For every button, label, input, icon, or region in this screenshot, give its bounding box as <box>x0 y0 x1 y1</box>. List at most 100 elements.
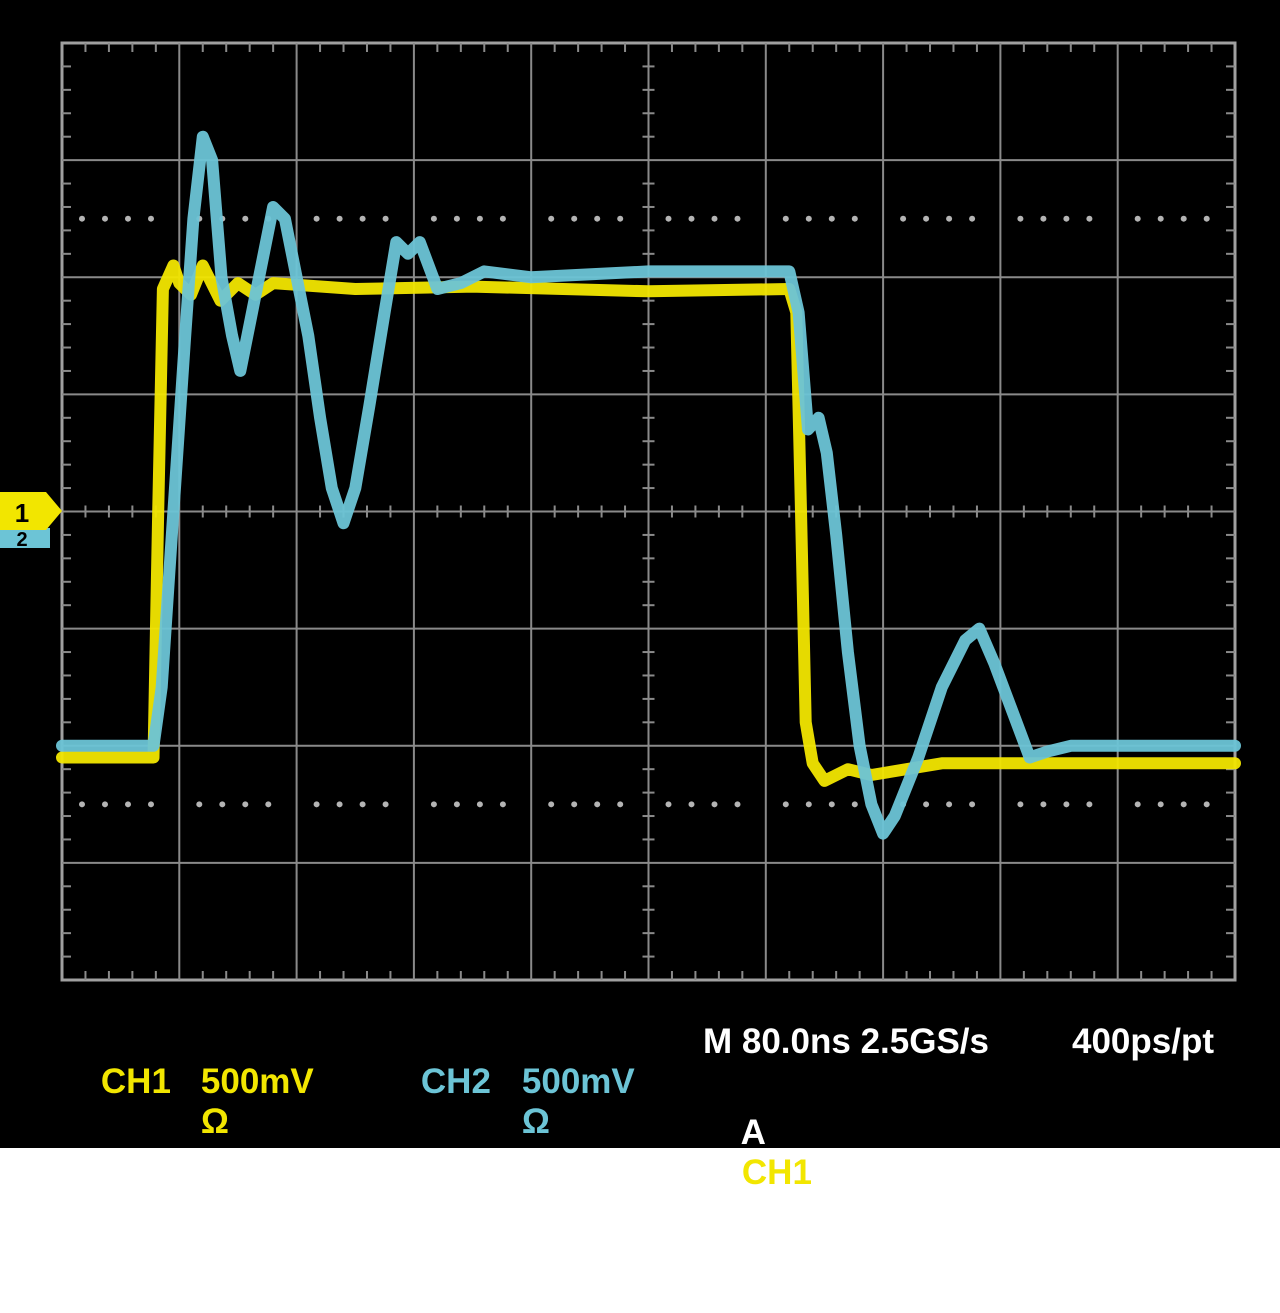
channel-1-ground-marker[interactable] <box>0 492 62 530</box>
ch2-coupling-ohm-icon: Ω <box>521 1102 550 1141</box>
reference-dot <box>1086 215 1093 222</box>
reference-dot <box>548 215 555 222</box>
reference-dot <box>313 215 320 222</box>
reference-dot <box>336 801 343 808</box>
reference-dot <box>219 801 226 808</box>
reference-dot <box>265 801 272 808</box>
reference-dot <box>242 215 249 222</box>
reference-dot <box>313 801 320 808</box>
reference-dot <box>805 215 812 222</box>
reference-dot <box>125 215 131 222</box>
reference-dot <box>1063 215 1070 222</box>
reference-dot <box>617 801 624 808</box>
reference-dot <box>102 215 108 222</box>
reference-dot <box>571 215 578 222</box>
reference-dot <box>805 801 812 808</box>
reference-dot <box>688 801 695 808</box>
ch2-settings[interactable]: CH2 <box>382 1022 491 1142</box>
reference-dot <box>851 215 858 222</box>
reference-dot <box>1134 801 1141 808</box>
reference-dot <box>665 215 672 222</box>
reference-dot <box>430 801 437 808</box>
rising-edge-icon <box>743 1198 780 1224</box>
reference-dot <box>430 215 437 222</box>
reference-dot <box>499 801 506 808</box>
reference-dot <box>969 215 976 222</box>
oscilloscope-screen: 2 1 CH1 500mV Ω CH2 500mV Ω M 80.0ns 2.5… <box>0 0 1280 1192</box>
reference-dot <box>1157 215 1164 222</box>
reference-dot <box>336 215 343 222</box>
reference-dot <box>1180 215 1187 222</box>
ch1-trace <box>56 259 1241 787</box>
reference-dot <box>828 215 835 222</box>
reference-dot <box>782 801 789 808</box>
trigger-source: CH1 <box>741 1153 812 1192</box>
reference-dot <box>734 801 741 808</box>
reference-dot <box>1180 801 1187 808</box>
reference-dot <box>476 801 483 808</box>
reference-dot <box>382 215 389 222</box>
ch1-coupling-ohm-icon: Ω <box>200 1102 229 1141</box>
reference-dot <box>79 215 85 222</box>
reference-dot <box>571 801 578 808</box>
reference-dot <box>946 215 953 222</box>
reference-dot <box>900 215 907 222</box>
reference-dot <box>102 801 108 808</box>
reference-dot <box>711 215 718 222</box>
reference-dot <box>1134 215 1141 222</box>
reference-dot <box>476 215 483 222</box>
channel-2-ground-marker[interactable] <box>0 528 50 548</box>
reference-dot <box>851 801 858 808</box>
reference-dot <box>242 801 249 808</box>
ch2-scale: 500mV <box>521 1062 635 1101</box>
trigger-level: –710mV <box>741 1233 875 1272</box>
reference-dot <box>617 215 624 222</box>
reference-dot <box>499 215 506 222</box>
reference-dot <box>1203 801 1210 808</box>
reference-dot <box>1203 215 1210 222</box>
graticule: 2 1 <box>0 41 1241 982</box>
reference-dot <box>453 215 460 222</box>
ch1-scale-readout[interactable]: 500mV Ω <box>162 1022 314 1182</box>
reference-dot <box>828 801 835 808</box>
ch2-name: CH2 <box>420 1062 491 1101</box>
ch2-scale-readout[interactable]: 500mV Ω <box>483 1022 635 1182</box>
ch2-trace <box>56 130 1241 840</box>
reference-dot <box>782 215 789 222</box>
reference-dot <box>382 801 389 808</box>
reference-dot <box>711 801 718 808</box>
reference-dot <box>665 801 672 808</box>
reference-dot <box>359 215 366 222</box>
ch1-settings[interactable]: CH1 <box>62 1022 171 1142</box>
reference-dot <box>1040 215 1047 222</box>
trigger-prefix: A <box>740 1113 766 1152</box>
reference-dot <box>923 801 930 808</box>
reference-dot <box>946 801 953 808</box>
trigger-readout[interactable]: A CH1 –710mV <box>703 1073 875 1313</box>
channel-1-marker-label: 1 <box>15 498 29 528</box>
reference-dot <box>453 801 460 808</box>
ch1-name: CH1 <box>100 1062 171 1101</box>
reference-dot <box>548 801 555 808</box>
reference-dot <box>79 801 85 808</box>
reference-dot <box>1017 215 1024 222</box>
reference-dot <box>688 215 695 222</box>
reference-dot <box>594 801 601 808</box>
reference-dot <box>1040 801 1047 808</box>
timebase-readout[interactable]: M 80.0ns 2.5GS/s <box>703 1022 989 1061</box>
reference-dot <box>125 801 131 808</box>
reference-dot <box>196 801 203 808</box>
reference-dot <box>594 215 601 222</box>
reference-dot <box>1086 801 1093 808</box>
reference-dot <box>923 215 930 222</box>
reference-dot <box>148 801 154 808</box>
channel-2-marker-label: 2 <box>16 529 27 551</box>
reference-dot <box>148 215 154 222</box>
ch1-scale: 500mV <box>200 1062 314 1101</box>
reference-dot <box>1157 801 1164 808</box>
reference-dot <box>1017 801 1024 808</box>
reference-dot <box>1063 801 1070 808</box>
reference-dot <box>734 215 741 222</box>
reference-dot <box>969 801 976 808</box>
record-resolution-readout: 400ps/pt <box>1072 1022 1214 1061</box>
